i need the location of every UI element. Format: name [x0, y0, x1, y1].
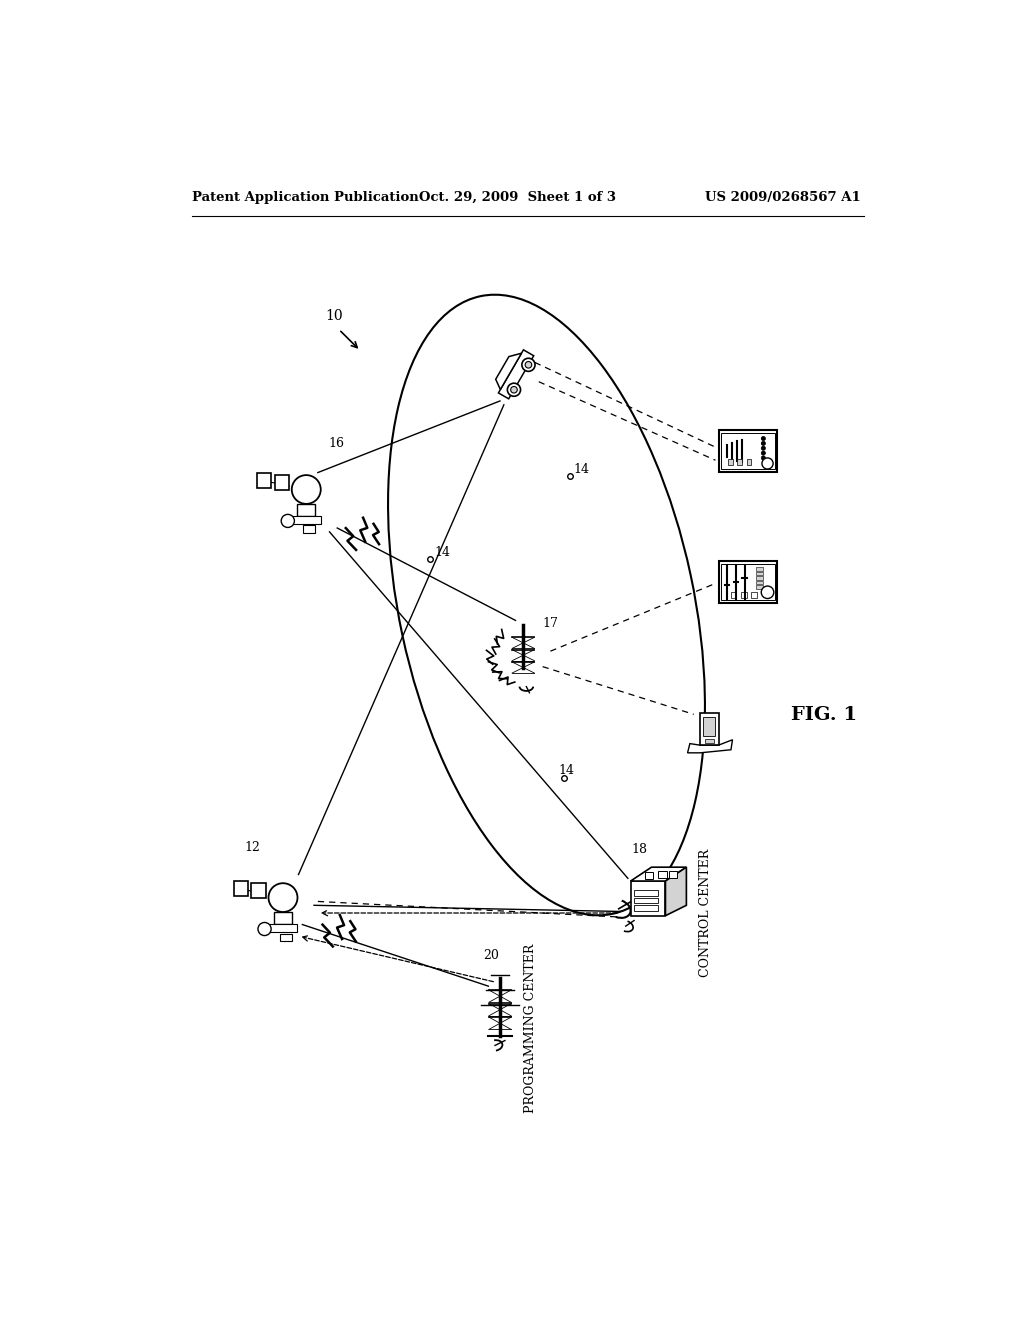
Bar [719, 561, 777, 603]
Text: CONTROL CENTER: CONTROL CENTER [698, 849, 712, 977]
Circle shape [522, 358, 535, 371]
Circle shape [761, 441, 765, 445]
Bar [297, 504, 315, 516]
Bar [730, 593, 736, 598]
Text: 17: 17 [543, 616, 558, 630]
Circle shape [292, 475, 321, 504]
Circle shape [761, 437, 765, 441]
Bar [719, 430, 777, 471]
Text: 14: 14 [434, 546, 451, 560]
Text: FIG. 1: FIG. 1 [791, 706, 857, 725]
Bar [722, 564, 774, 599]
Circle shape [525, 362, 531, 368]
Text: Patent Application Publication: Patent Application Publication [191, 191, 418, 203]
Text: Oct. 29, 2009  Sheet 1 of 3: Oct. 29, 2009 Sheet 1 of 3 [419, 191, 615, 203]
Polygon shape [499, 350, 534, 399]
Circle shape [761, 586, 774, 598]
Text: 10: 10 [326, 309, 343, 323]
Bar [257, 473, 271, 487]
Bar [705, 739, 714, 743]
Bar [737, 459, 741, 465]
Circle shape [762, 458, 773, 469]
Circle shape [761, 455, 765, 459]
Text: 20: 20 [483, 949, 499, 962]
Bar [728, 459, 732, 465]
Text: 14: 14 [573, 463, 590, 477]
Circle shape [258, 923, 271, 936]
Text: 12: 12 [245, 841, 260, 854]
Bar [634, 890, 658, 895]
Text: 14: 14 [558, 764, 574, 777]
Text: 16: 16 [328, 437, 344, 450]
Polygon shape [666, 867, 686, 916]
Bar [703, 718, 716, 737]
Text: US 2009/0268567 A1: US 2009/0268567 A1 [706, 191, 861, 203]
Bar [757, 585, 763, 589]
Bar [233, 882, 248, 896]
Circle shape [268, 883, 298, 912]
Bar [273, 912, 292, 924]
Bar [274, 475, 289, 490]
Bar [669, 871, 677, 878]
Bar [752, 593, 757, 598]
Bar [251, 883, 266, 898]
Bar [292, 516, 321, 524]
Bar [757, 568, 763, 570]
Polygon shape [631, 867, 686, 880]
Bar [700, 713, 719, 744]
Bar [741, 593, 746, 598]
Bar [757, 577, 763, 579]
Bar [746, 459, 752, 465]
Circle shape [761, 446, 765, 450]
Bar [757, 572, 763, 576]
Bar [722, 433, 774, 469]
Circle shape [282, 515, 294, 528]
Bar [644, 873, 653, 879]
Bar [634, 906, 658, 911]
Polygon shape [687, 739, 732, 752]
Polygon shape [496, 354, 521, 389]
Text: PROGRAMMING CENTER: PROGRAMMING CENTER [524, 944, 538, 1113]
Bar [757, 581, 763, 585]
Circle shape [761, 451, 765, 455]
Bar [268, 924, 298, 932]
Bar [658, 871, 667, 878]
Text: 18: 18 [632, 843, 648, 855]
Circle shape [507, 383, 520, 396]
Circle shape [511, 387, 517, 393]
Polygon shape [631, 880, 666, 916]
Bar [303, 525, 314, 533]
Bar [280, 933, 292, 941]
Bar [634, 898, 658, 903]
